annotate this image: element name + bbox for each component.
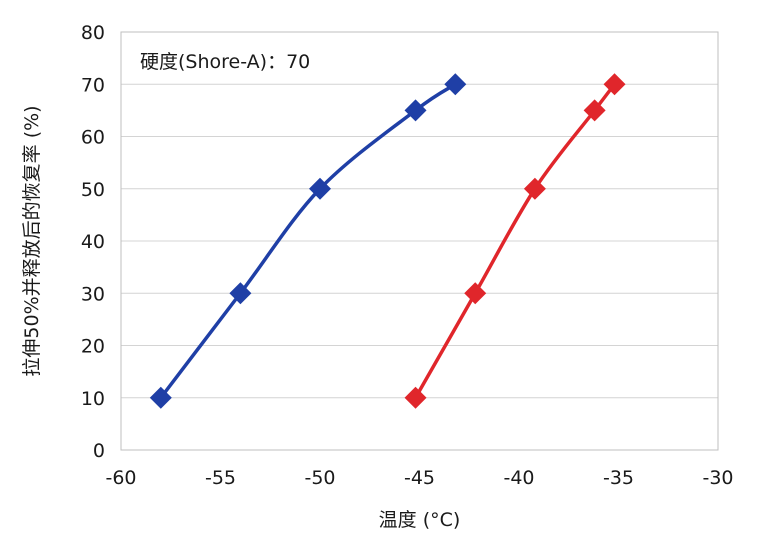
y-tick-label: 40: [81, 231, 105, 253]
data-point-marker: [309, 177, 331, 200]
y-tick-label: 70: [81, 74, 105, 96]
y-axis-title: 拉伸50%并释放后的恢复率 (%): [21, 105, 43, 376]
plot-border: [120, 31, 719, 451]
series-1: [149, 73, 467, 409]
x-tick-label: -45: [404, 467, 435, 489]
x-axis-title: 温度 (°C): [379, 509, 461, 531]
data-point-marker: [404, 99, 427, 122]
series-2: [404, 73, 626, 409]
data-point-marker: [149, 386, 172, 409]
data-point-marker: [603, 73, 626, 96]
data-point-marker: [404, 386, 427, 409]
series-layer: [149, 73, 626, 409]
data-point-marker: [444, 73, 467, 96]
x-tick-label: -30: [702, 467, 733, 489]
data-point-marker: [583, 99, 606, 122]
x-tick-label: -35: [603, 467, 634, 489]
data-point-marker: [523, 177, 546, 200]
y-tick-label: 80: [81, 22, 105, 44]
y-tick-labels: 0 10 20 30 40 50 60 70 80: [81, 22, 105, 462]
data-point-marker: [464, 282, 487, 305]
y-tick-label: 60: [81, 127, 105, 149]
y-tick-label: 20: [81, 336, 105, 358]
y-tick-label: 10: [81, 388, 105, 410]
x-tick-label: -40: [503, 467, 534, 489]
x-tick-label: -60: [105, 467, 136, 489]
chart-annotation: 硬度(Shore-A)：70: [140, 51, 310, 73]
data-point-marker: [229, 282, 252, 305]
x-tick-label: -50: [304, 467, 335, 489]
y-tick-label: 30: [81, 283, 105, 305]
y-tick-label: 0: [93, 440, 105, 462]
y-tick-label: 50: [81, 179, 105, 201]
x-tick-labels: -60 -55 -50 -45 -40 -35 -30: [105, 467, 733, 489]
x-tick-label: -55: [205, 467, 236, 489]
